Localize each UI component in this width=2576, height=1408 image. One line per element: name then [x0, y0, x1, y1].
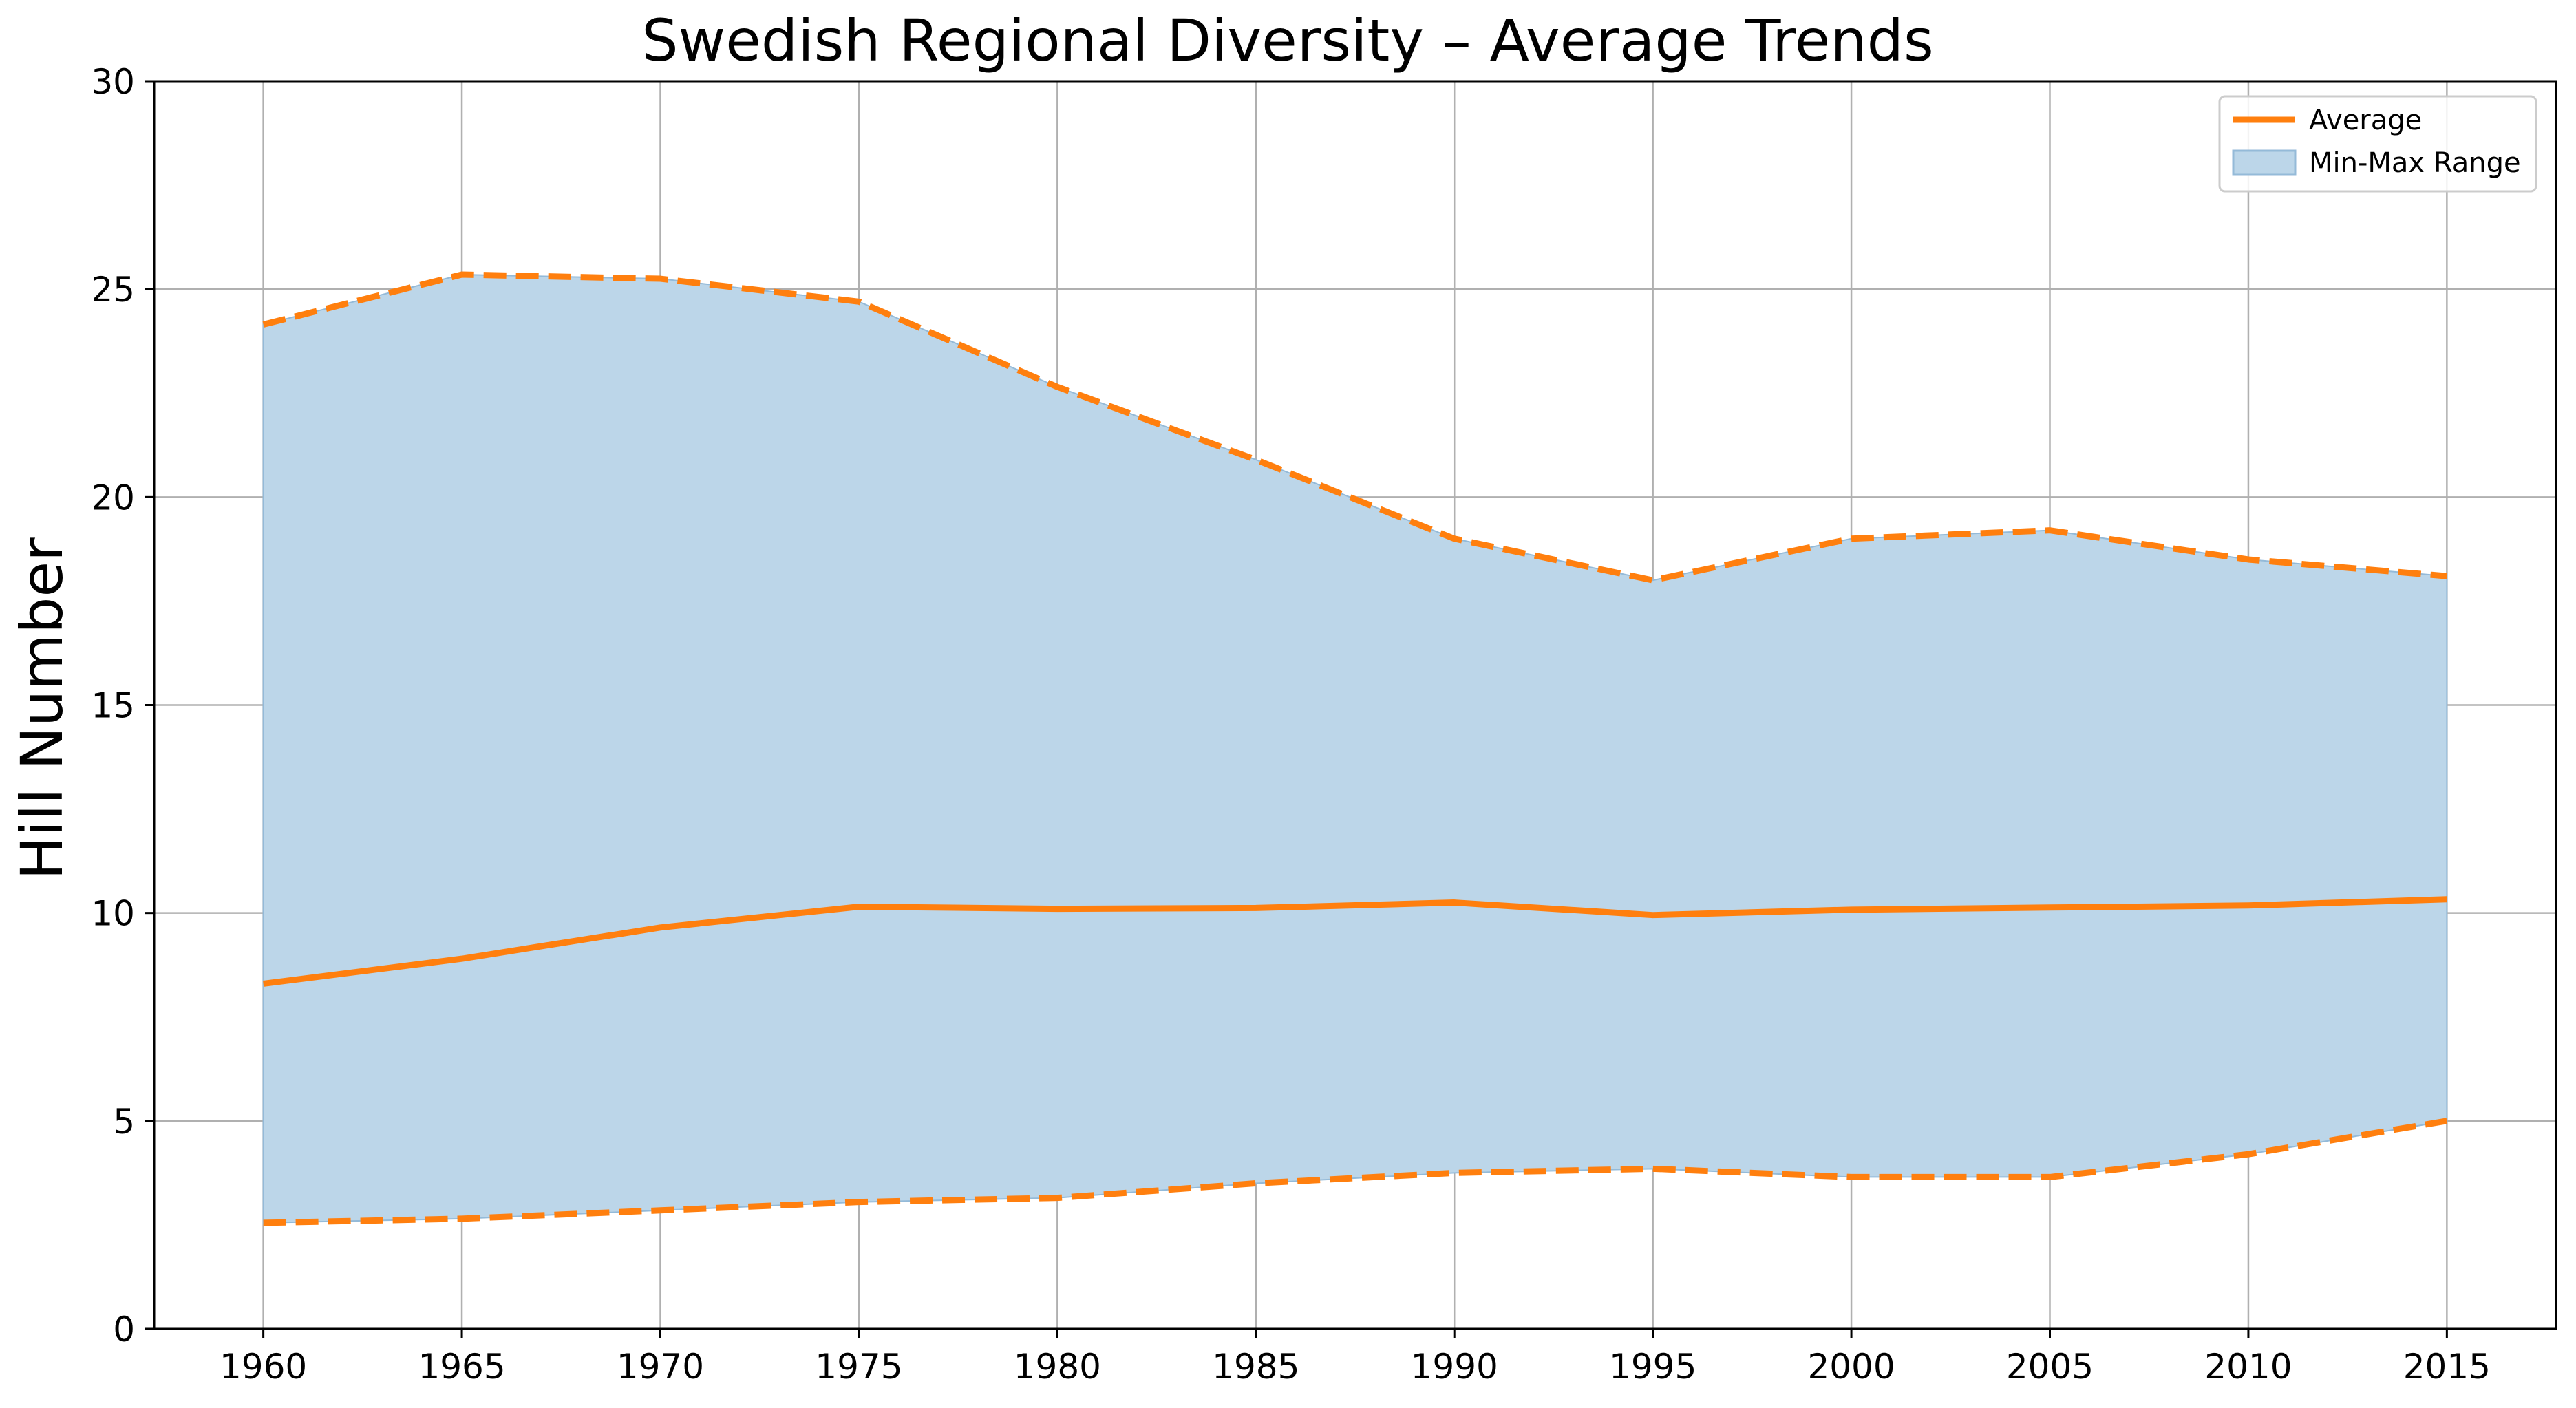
x-tick-label: 1970	[617, 1347, 704, 1387]
axes-layer: 1960 1965 1970 1975 1980 1985 1990 1995 2000 2005…	[91, 62, 2557, 1387]
chart-title: Swedish Regional Diversity – Average Tre…	[641, 7, 1934, 74]
y-tick-label: 25	[91, 270, 135, 310]
x-tick-label: 2005	[2006, 1347, 2094, 1387]
legend-range-swatch	[2232, 149, 2297, 176]
legend-range-label: Min-Max Range	[2309, 147, 2521, 179]
y-tick-label: 20	[91, 478, 135, 518]
x-tick-label: 1990	[1411, 1347, 1498, 1387]
series-line-max	[262, 271, 2447, 584]
legend: Average Min-Max Range	[2218, 95, 2537, 193]
x-tick-label: 1975	[815, 1347, 902, 1387]
x-tick-label: 2000	[1807, 1347, 1895, 1387]
y-axis-label: Hill Number	[8, 537, 76, 880]
y-tick-label: 30	[91, 62, 135, 102]
x-tick-label: 1985	[1212, 1347, 1299, 1387]
x-tick-label: 1960	[220, 1347, 307, 1387]
series-line-average	[263, 896, 2447, 987]
y-tick-label: 5	[113, 1102, 135, 1142]
y-tick-label: 10	[91, 894, 135, 934]
y-tick-label: 15	[91, 686, 135, 726]
series-line-min	[263, 1118, 2448, 1226]
x-tick-label: 1965	[418, 1347, 505, 1387]
legend-average-label: Average	[2309, 105, 2422, 136]
x-tick-label: 2015	[2403, 1347, 2491, 1387]
y-tick-label: 0	[113, 1310, 135, 1350]
series-layer	[262, 271, 2448, 1226]
x-tick-label: 2010	[2204, 1347, 2292, 1387]
legend-frame	[2218, 95, 2537, 193]
x-tick-label: 1980	[1014, 1347, 1101, 1387]
x-tick-label: 1995	[1609, 1347, 1696, 1387]
